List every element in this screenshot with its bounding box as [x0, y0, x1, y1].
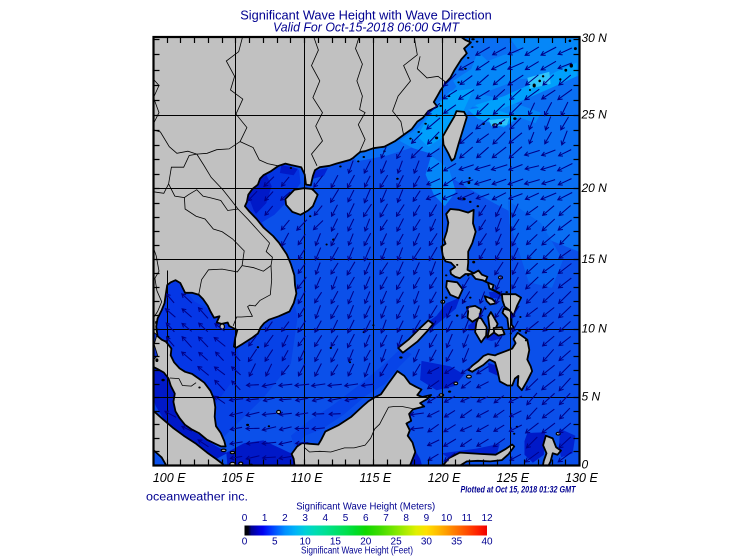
- svg-text:8: 8: [403, 513, 409, 524]
- svg-text:Significant Wave Height (Feet): Significant Wave Height (Feet): [301, 546, 413, 557]
- svg-text:20: 20: [360, 537, 372, 548]
- svg-text:15 N: 15 N: [582, 252, 608, 266]
- svg-text:5 N: 5 N: [582, 390, 601, 404]
- svg-text:Plotted at Oct 15, 2018 01:32: Plotted at Oct 15, 2018 01:32 GMT: [461, 485, 577, 495]
- svg-text:105 E: 105 E: [222, 471, 255, 485]
- svg-text:3: 3: [302, 513, 308, 524]
- svg-text:0: 0: [242, 537, 248, 548]
- svg-text:0: 0: [582, 458, 589, 472]
- svg-text:4: 4: [323, 513, 329, 524]
- svg-text:oceanweather inc.: oceanweather inc.: [146, 492, 248, 504]
- svg-text:130 E: 130 E: [565, 471, 598, 485]
- svg-text:5: 5: [343, 513, 349, 524]
- svg-text:30: 30: [421, 537, 433, 548]
- svg-text:10: 10: [300, 537, 312, 548]
- svg-text:15: 15: [330, 537, 342, 548]
- svg-text:25 N: 25 N: [581, 108, 608, 122]
- svg-text:6: 6: [363, 513, 369, 524]
- svg-text:35: 35: [451, 537, 463, 548]
- svg-text:40: 40: [481, 537, 493, 548]
- svg-text:30 N: 30 N: [582, 31, 608, 45]
- svg-text:125 E: 125 E: [496, 471, 529, 485]
- svg-text:Significant Wave Height with W: Significant Wave Height with Wave Direct…: [240, 8, 492, 23]
- svg-text:Valid For Oct-15-2018 06:00 GM: Valid For Oct-15-2018 06:00 GMT: [273, 21, 460, 35]
- svg-text:5: 5: [272, 537, 278, 548]
- svg-text:115 E: 115 E: [360, 471, 392, 485]
- svg-text:10 N: 10 N: [582, 321, 608, 335]
- svg-text:9: 9: [424, 513, 430, 524]
- svg-text:0: 0: [242, 513, 248, 524]
- svg-text:Significant Wave Height (Meter: Significant Wave Height (Meters): [296, 502, 435, 513]
- svg-text:12: 12: [481, 513, 493, 524]
- svg-text:100 E: 100 E: [153, 471, 186, 485]
- svg-text:110 E: 110 E: [291, 471, 323, 485]
- svg-text:1: 1: [262, 513, 268, 524]
- svg-text:120 E: 120 E: [428, 471, 461, 485]
- svg-text:25: 25: [391, 537, 403, 548]
- svg-text:20 N: 20 N: [581, 181, 608, 195]
- svg-text:11: 11: [462, 513, 473, 524]
- svg-text:7: 7: [383, 513, 389, 524]
- svg-text:10: 10: [441, 513, 453, 524]
- svg-text:2: 2: [282, 513, 288, 524]
